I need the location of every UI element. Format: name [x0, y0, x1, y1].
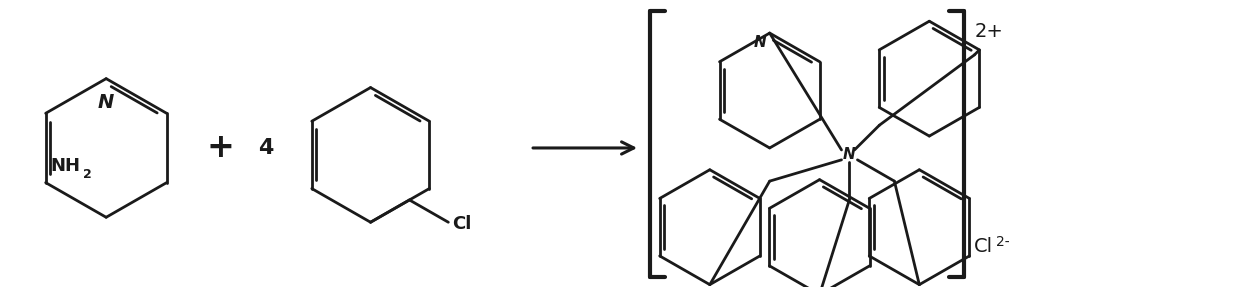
- Text: N: N: [754, 35, 766, 50]
- Text: 2+: 2+: [974, 22, 1003, 41]
- Text: +: +: [207, 131, 235, 164]
- Text: 2-: 2-: [997, 235, 1010, 249]
- Text: 2: 2: [83, 168, 92, 181]
- Text: NH: NH: [51, 157, 80, 175]
- Text: N: N: [98, 92, 114, 111]
- Text: 4: 4: [258, 138, 274, 158]
- Text: N: N: [843, 147, 855, 162]
- Text: Cl: Cl: [974, 238, 993, 257]
- Text: Cl: Cl: [452, 215, 472, 233]
